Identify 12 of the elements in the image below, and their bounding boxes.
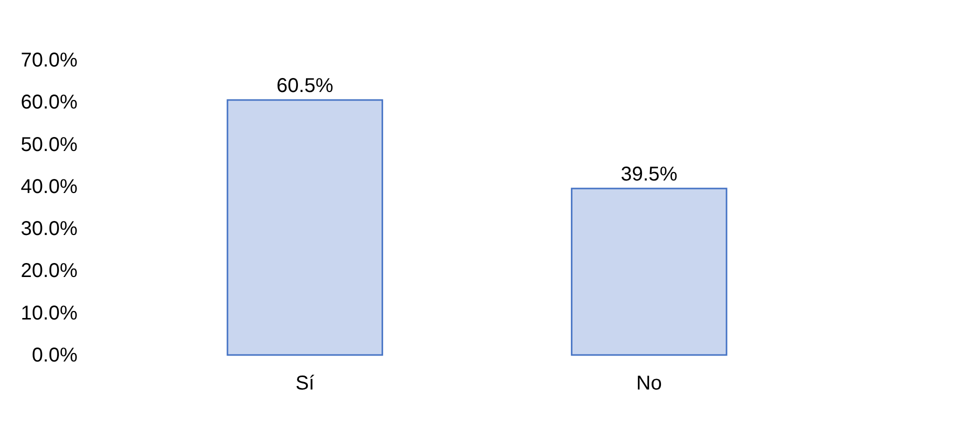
y-tick-label: 20.0% [20, 260, 78, 282]
data-label: 39.5% [620, 164, 678, 186]
y-tick-label: 40.0% [20, 176, 78, 198]
y-tick-label: 70.0% [20, 50, 78, 72]
y-tick-label: 10.0% [20, 302, 78, 324]
y-tick-label: 50.0% [20, 134, 78, 156]
data-label: 60.5% [276, 75, 334, 98]
x-tick-label: Sí [295, 372, 315, 394]
y-tick-label: 0.0% [32, 344, 78, 366]
y-tick-label: 60.0% [20, 92, 78, 114]
x-tick-label: No [636, 372, 662, 394]
y-tick-label: 30.0% [20, 218, 78, 240]
